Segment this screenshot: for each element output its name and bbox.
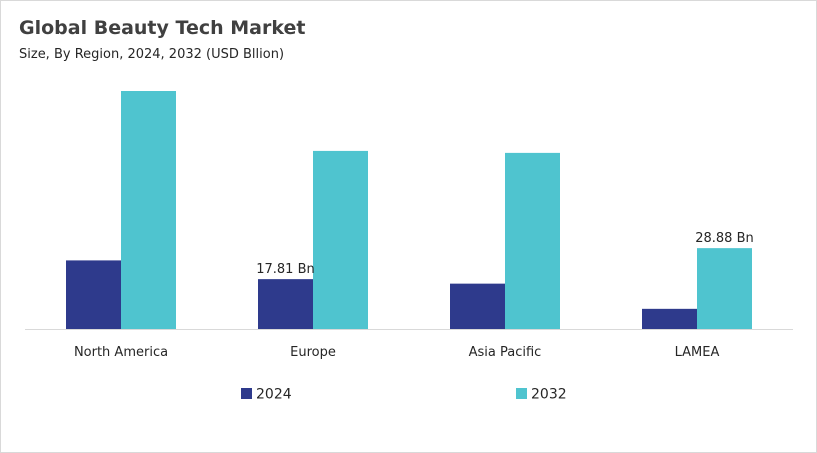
- chart-subtitle: Size, By Region, 2024, 2032 (USD Bllion): [19, 47, 285, 62]
- x-tick-label: Europe: [290, 345, 336, 360]
- bar-2024-north-america: [66, 260, 121, 329]
- bar-2032-asia-pacific: [505, 152, 560, 329]
- data-label: 28.88 Bn: [695, 231, 754, 246]
- legend-item-2032: 2032: [516, 387, 567, 403]
- bar-2024-lamea: [642, 308, 697, 329]
- bar-2032-europe: [313, 150, 368, 329]
- data-label: 17.81 Bn: [256, 262, 315, 277]
- legend-label: 2024: [256, 387, 292, 403]
- legend-swatch: [241, 388, 252, 399]
- chart-title: Global Beauty Tech Market: [19, 17, 306, 39]
- legend-swatch: [516, 388, 527, 399]
- legend-item-2024: 2024: [241, 387, 292, 403]
- legend-label: 2032: [531, 387, 567, 403]
- bar-2024-europe: [258, 279, 313, 329]
- bar-2032-north-america: [121, 91, 176, 329]
- bar-2024-asia-pacific: [450, 283, 505, 329]
- x-tick-label: North America: [74, 345, 168, 360]
- x-tick-label: LAMEA: [675, 345, 720, 360]
- x-tick-label: Asia Pacific: [469, 345, 542, 360]
- bar-2032-lamea: [697, 248, 752, 329]
